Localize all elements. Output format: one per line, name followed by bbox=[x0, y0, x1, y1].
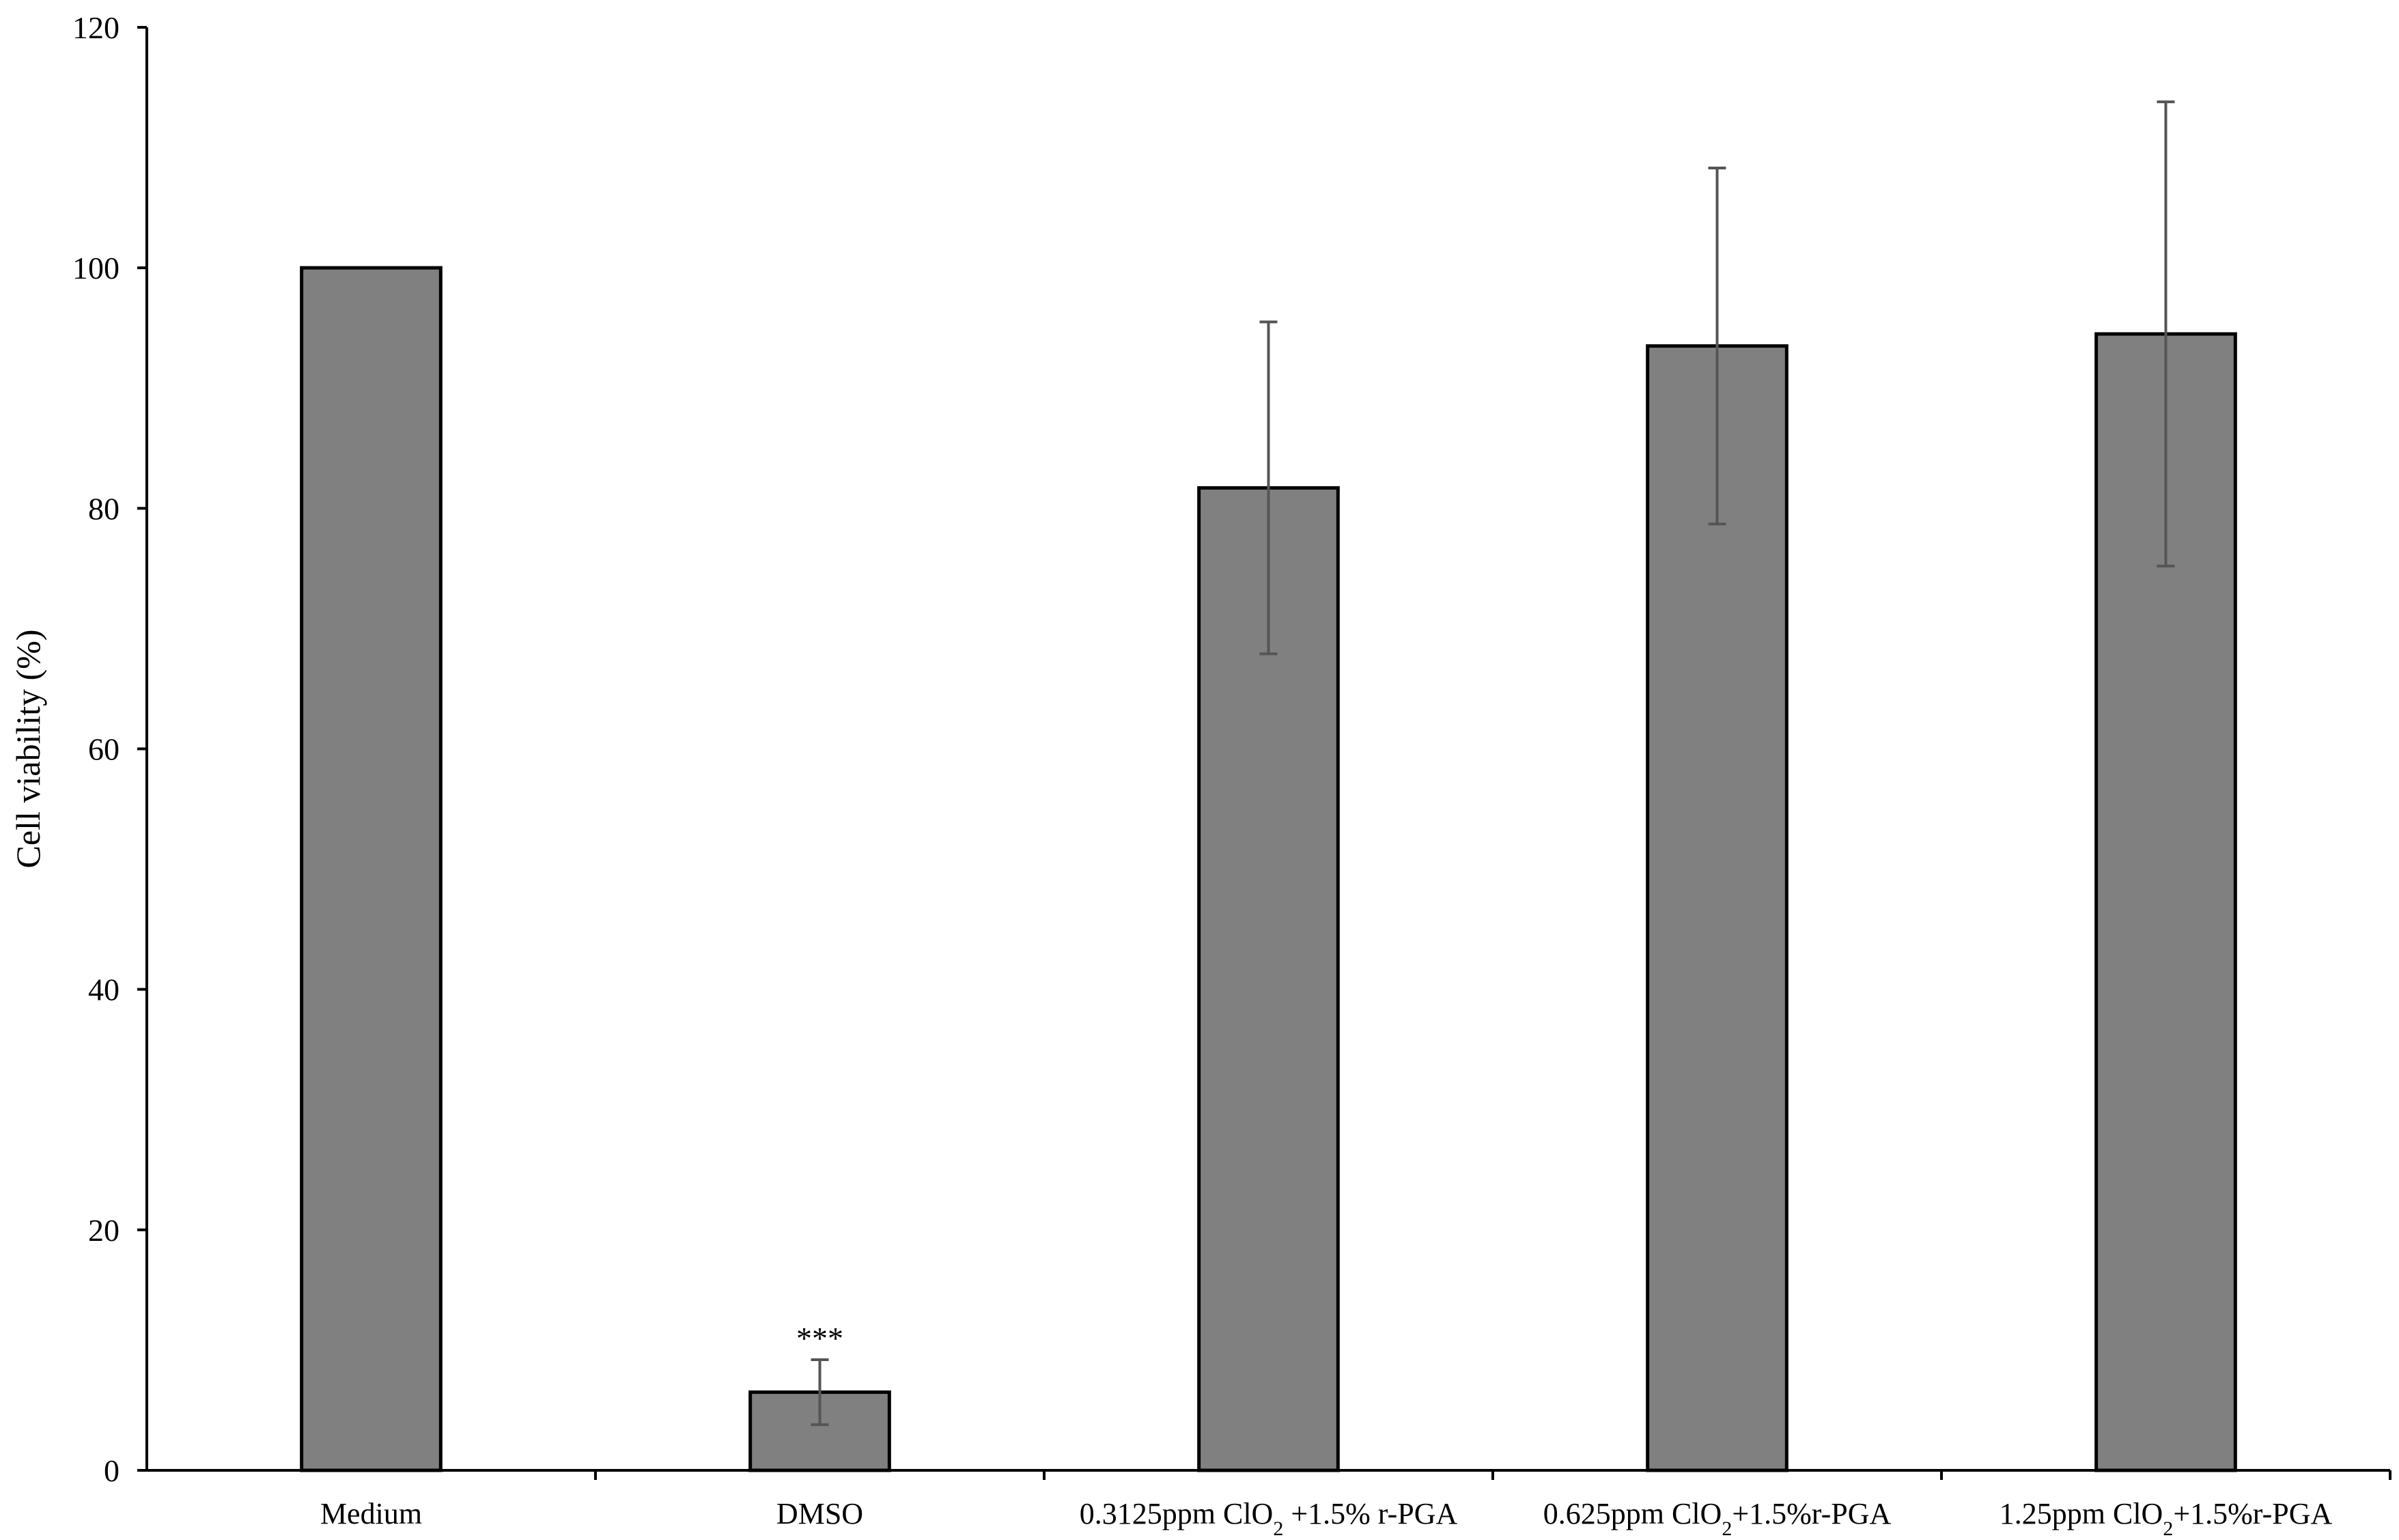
y-tick-label: 0 bbox=[104, 1453, 120, 1488]
annotations: *** bbox=[796, 1321, 843, 1356]
significance-annotation: *** bbox=[796, 1321, 843, 1356]
y-tick-label: 20 bbox=[88, 1213, 120, 1248]
y-tick-label: 100 bbox=[72, 251, 120, 285]
category-label: 0.3125ppm ClO2 +1.5% r-PGA bbox=[1080, 1497, 1458, 1540]
x-axis-ticks bbox=[594, 1470, 2391, 1480]
category-label: DMSO bbox=[776, 1497, 863, 1530]
category-labels: Medium DMSO 0.3125ppm ClO2 +1.5% r-PGA 0.62… bbox=[320, 1497, 2333, 1540]
category-label: 0.625ppm ClO2+1.5%r-PGA bbox=[1543, 1497, 1892, 1540]
bar bbox=[300, 266, 443, 1472]
y-tick-label: 40 bbox=[88, 972, 120, 1007]
y-tick-label: 120 bbox=[72, 10, 120, 45]
category-label: Medium bbox=[320, 1497, 422, 1530]
y-axis-label: Cell viability (%) bbox=[9, 630, 47, 869]
y-tick-label: 60 bbox=[88, 732, 120, 767]
error-bars bbox=[811, 100, 2175, 1427]
y-axis-ticks: 0 20 40 60 80 100 120 bbox=[72, 10, 147, 1488]
y-tick-label: 80 bbox=[88, 491, 120, 526]
category-label: 1.25ppm ClO2+1.5%r-PGA bbox=[2000, 1497, 2333, 1540]
